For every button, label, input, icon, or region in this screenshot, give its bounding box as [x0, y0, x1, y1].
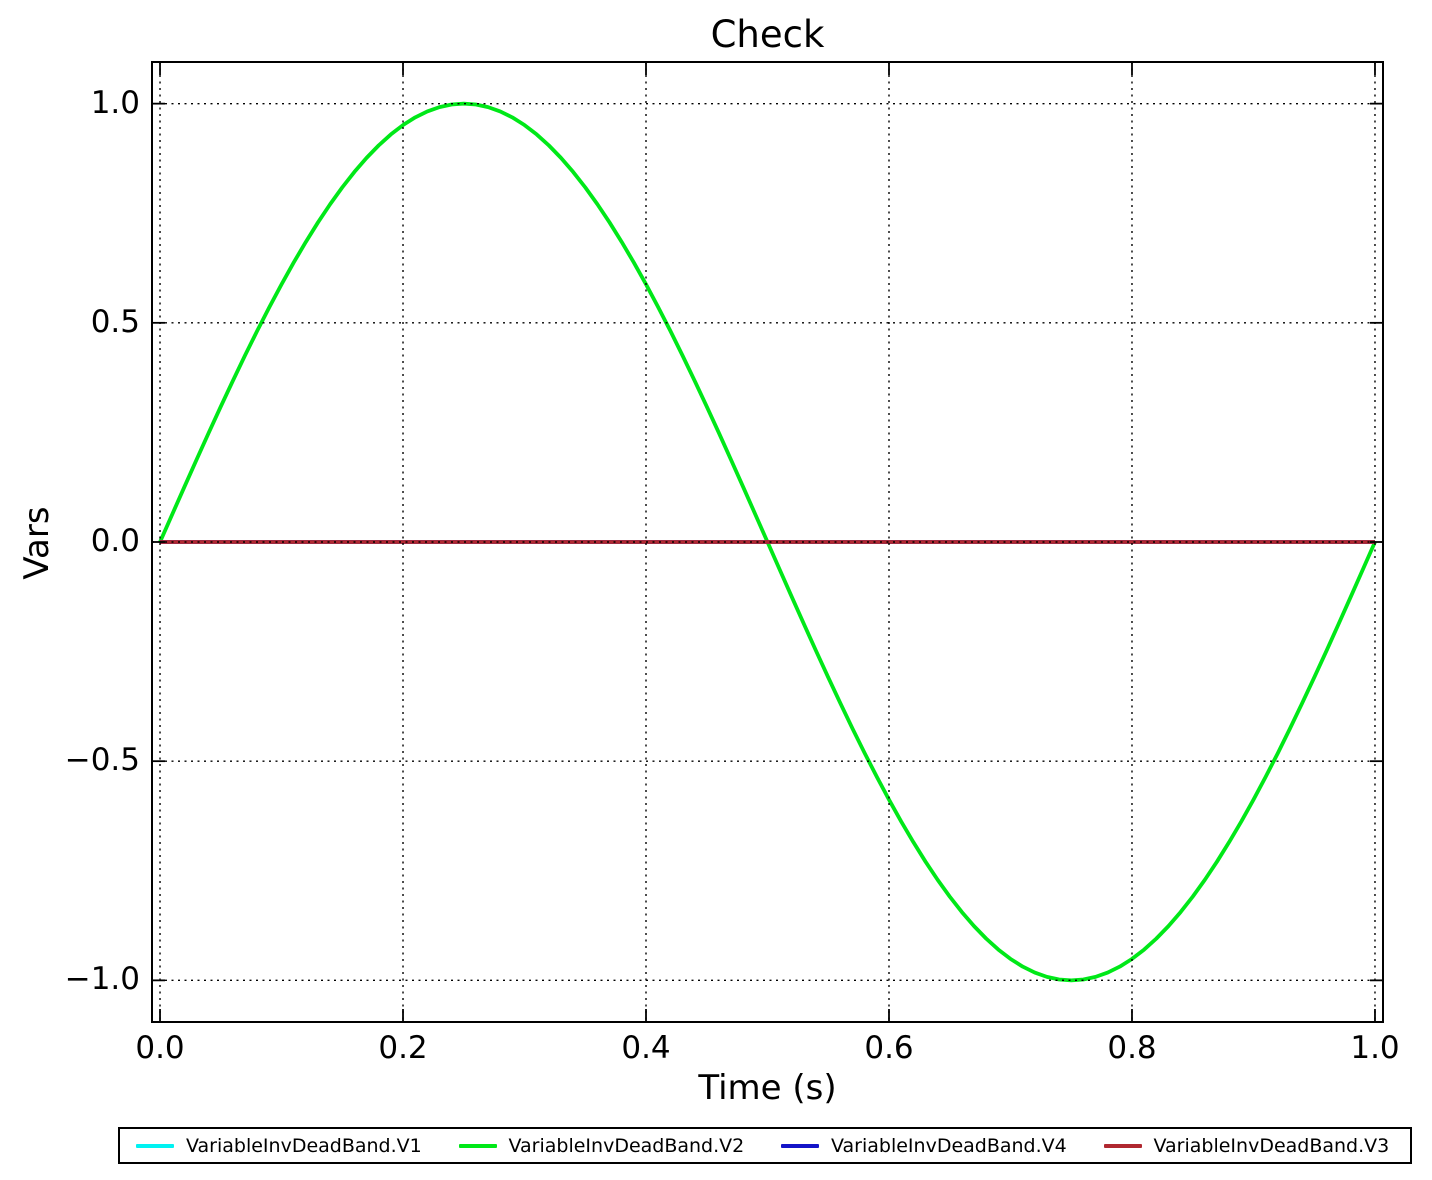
y-tick-label: 1.0	[90, 85, 140, 121]
x-tick-label: 0.8	[1107, 1030, 1157, 1066]
y-tick-label: −1.0	[64, 961, 140, 997]
legend-label: VariableInvDeadBand.V1	[186, 1134, 422, 1157]
legend-swatch-cyan-line-icon	[136, 1143, 174, 1148]
legend-label: VariableInvDeadBand.V4	[831, 1134, 1067, 1157]
legend-label: VariableInvDeadBand.V2	[508, 1134, 745, 1157]
grid-lines	[152, 62, 1383, 1022]
legend-item: VariableInvDeadBand.V4	[765, 1135, 1088, 1157]
x-tick-label: 0.4	[621, 1030, 671, 1066]
legend-label: VariableInvDeadBand.V3	[1153, 1134, 1390, 1157]
chart-title: Check	[710, 13, 825, 56]
legend-item: VariableInvDeadBand.V2	[443, 1135, 766, 1157]
y-tick-label: 0.5	[90, 304, 140, 340]
legend: VariableInvDeadBand.V1 VariableInvDeadBa…	[118, 1127, 1412, 1164]
x-tick-label: 1.0	[1350, 1030, 1400, 1066]
x-tick-label: 0.2	[378, 1030, 428, 1066]
x-tick-label: 0.0	[135, 1030, 185, 1066]
data-curves	[158, 101, 1377, 983]
y-tick-label: −0.5	[64, 742, 140, 778]
legend-item: VariableInvDeadBand.V3	[1088, 1135, 1411, 1157]
y-tick-label: 0.0	[90, 523, 140, 559]
axis-ticks	[153, 63, 1382, 1021]
plot-spines	[151, 61, 1384, 1023]
legend-swatch-green-line-icon	[458, 1143, 497, 1148]
legend-swatch-blue-line-icon	[781, 1143, 819, 1148]
legend-item: VariableInvDeadBand.V1	[120, 1135, 443, 1157]
x-axis-label: Time (s)	[698, 1068, 837, 1108]
x-tick-label: 0.6	[864, 1030, 914, 1066]
legend-swatch-red-line-icon	[1103, 1143, 1142, 1148]
